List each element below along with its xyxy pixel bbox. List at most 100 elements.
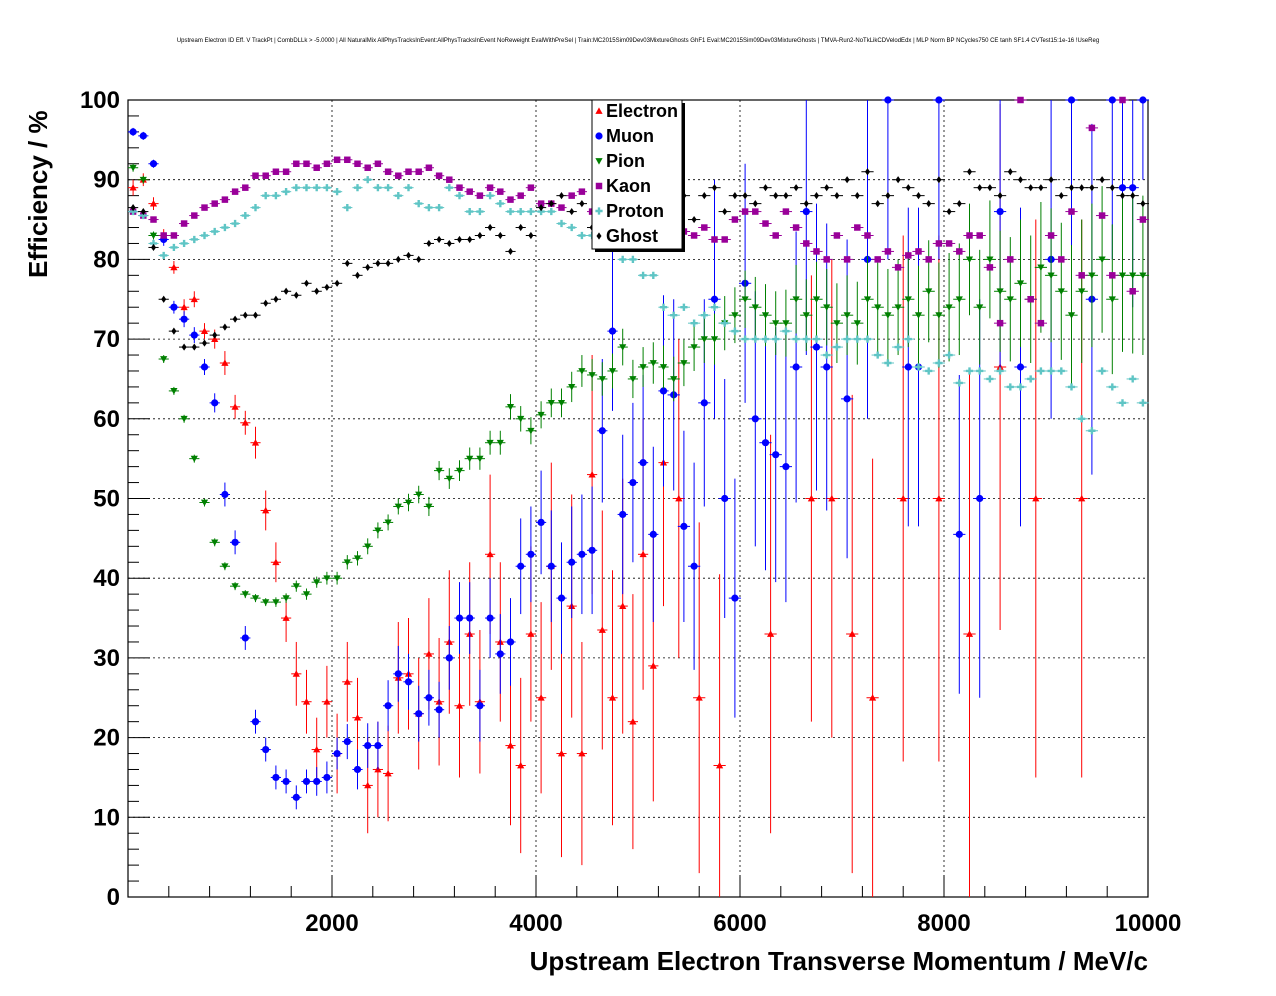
pion-point [881,268,895,362]
proton-point [383,184,394,192]
muon-point [638,374,649,551]
kaon-point [718,236,731,243]
ghost-point [148,243,159,252]
legend-entry-muon: Muon [595,126,654,146]
pion-point [1004,237,1017,362]
muon-point [454,582,465,654]
ghost-point [810,192,823,200]
proton-point [566,223,577,232]
proton-point [708,303,721,311]
ghost-point [199,339,210,347]
kaon-point [912,248,925,255]
ghost-point [342,259,353,267]
pion-point [209,538,220,547]
ghost-point [413,255,424,263]
kaon-point [576,188,587,195]
y-tick-label: 0 [107,884,120,911]
electron-point [515,677,526,854]
legend: Electron Muon Pion Kaon Proton Ghost [591,99,685,252]
ghost-point [474,231,485,240]
proton-point [393,192,404,200]
pion-point [423,496,434,517]
y-tick-label: 100 [80,87,120,114]
ghost-point [546,200,557,208]
pion-point [617,328,628,366]
proton-point [301,184,312,192]
kaon-point [474,192,485,199]
kaon-point [830,232,844,239]
legend-label-proton: Proton [606,201,664,221]
electron-point [805,275,818,722]
pion-point [607,353,618,389]
legend-entry-kaon: Kaon [595,176,651,196]
pion-point [128,163,139,172]
legend-marker-proton [595,207,603,215]
pion-point [199,498,210,507]
kaon-point [942,240,956,247]
proton-point [281,188,292,196]
pion-point [179,414,190,423]
kaon-point [840,256,854,263]
pion-point [342,555,353,570]
ghost-point [891,176,905,184]
y-axis-label: Efficiency / % [23,110,53,278]
kaon-point [789,224,803,231]
legend-box [591,99,683,250]
muon-point [260,737,271,762]
pion-point [403,493,414,512]
muon-point [474,669,485,742]
kaon-point [464,188,475,195]
proton-point [128,207,139,216]
proton-point [332,188,343,196]
proton-point [291,184,302,192]
series-muon [128,96,1150,810]
kaon-point [240,184,251,191]
pion-point [525,417,536,445]
kaon-point [902,252,915,259]
proton-point [718,319,731,327]
legend-entry-electron: Electron [595,101,678,121]
ghost-point [240,311,251,319]
pion-point [495,430,506,455]
pion-point [1126,197,1139,354]
proton-point [1095,367,1109,375]
kaon-point [687,232,701,239]
pion-point [687,323,701,371]
legend-label-pion: Pion [606,151,645,171]
proton-point [372,184,383,192]
proton-point [454,192,465,200]
muon-point [199,359,210,375]
proton-point [362,176,373,184]
muon-point [240,626,251,650]
proton-point [698,311,711,319]
muon-point [403,653,414,710]
electron-point [536,602,547,794]
muon-point [556,542,567,654]
kaon-point [1136,216,1150,223]
ghost-point [820,184,833,192]
pion-point [413,485,424,504]
pion-point [1044,208,1058,343]
proton-point [1075,415,1088,423]
electron-point [846,394,859,874]
pion-point [474,447,485,470]
proton-point [1126,375,1139,383]
ghost-point [708,184,721,192]
ghost-point [1004,168,1017,176]
pion-point [658,345,669,389]
ghost-point [738,192,752,200]
pion-point [871,262,884,352]
muon-point [168,300,179,314]
electron-point [199,323,210,340]
pion-point [1106,224,1119,375]
muon-point [362,723,373,768]
ghost-point [983,184,997,192]
proton-point [1085,427,1099,435]
x-tick-label: 2000 [305,910,358,937]
ghost-point [687,215,701,224]
muon-point [291,785,302,810]
x-tick-label: 8000 [917,910,970,937]
muon-point [881,96,895,260]
proton-point [658,303,669,311]
muon-point [687,462,701,670]
